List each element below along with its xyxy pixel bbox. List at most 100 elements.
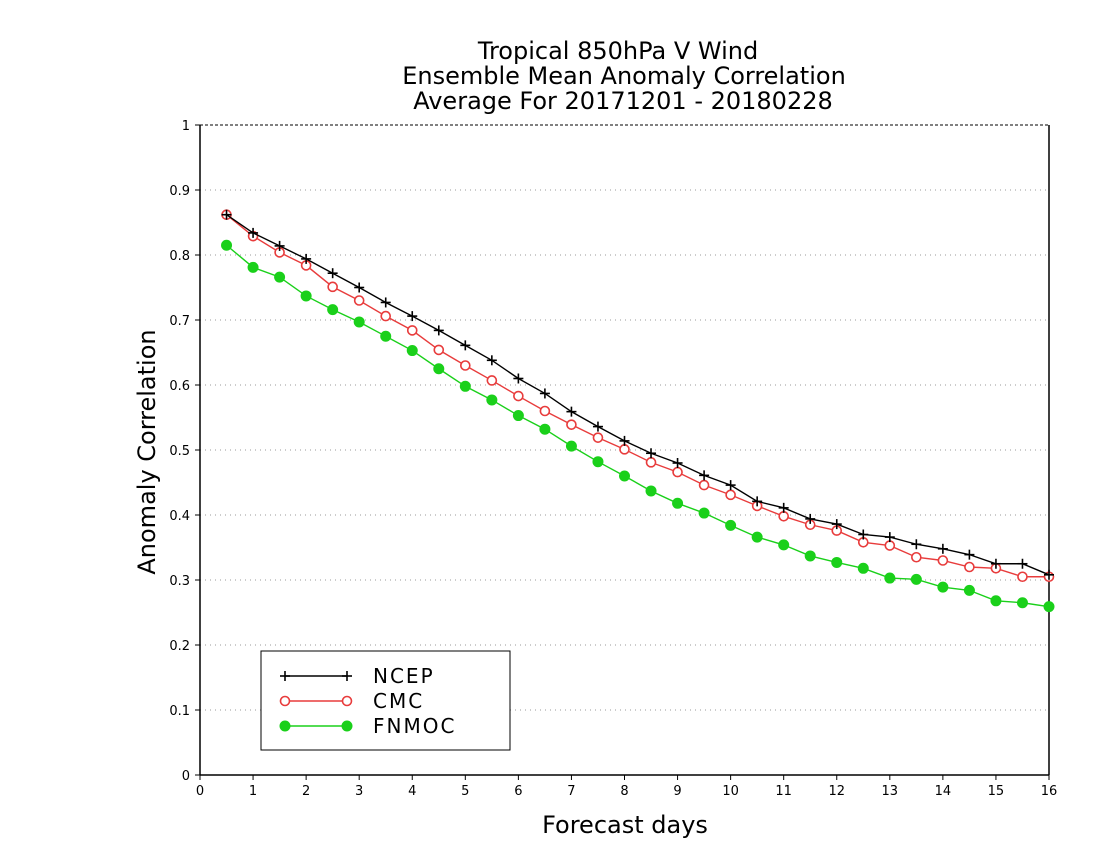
axes: 00.10.20.30.40.50.60.70.80.910 1 2 3 4 5 6 7 8 9 1… <box>169 119 1057 799</box>
x-tick-label-11: 11 <box>775 784 792 799</box>
y-tick-label-1: 1 <box>182 119 190 134</box>
legend-marker-right-fnmoc <box>341 720 353 732</box>
chart-title-line-2: Ensemble Mean Anomaly Correlation <box>402 62 846 90</box>
point-cmc-7 <box>406 325 418 336</box>
series-ncep <box>221 209 1054 580</box>
x-tick-label-16: 16 <box>1041 784 1058 799</box>
point-ncep-11 <box>513 373 524 384</box>
point-cmc-12 <box>539 405 551 417</box>
y-tick-label-0.4: 0.4 <box>169 509 190 524</box>
x-tick-label-9: 9 <box>673 784 681 799</box>
y-tick-label-0.7: 0.7 <box>169 314 190 329</box>
point-fnmoc-9 <box>459 380 471 392</box>
x-axis-title: Forecast days <box>542 811 708 839</box>
point-fnmoc-26 <box>910 573 922 585</box>
point-ncep-15 <box>619 435 630 446</box>
x-tick-label-13: 13 <box>882 784 899 799</box>
point-ncep-13 <box>566 406 577 417</box>
legend-label-fnmoc: FNMOC <box>373 714 456 738</box>
x-tick-label-5: 5 <box>461 784 469 799</box>
series-line-fnmoc <box>226 244 1050 608</box>
point-ncep-3 <box>301 253 312 264</box>
point-ncep-22 <box>805 513 816 524</box>
point-ncep-26 <box>911 539 922 550</box>
point-ncep-16 <box>646 448 657 459</box>
point-fnmoc-28 <box>963 584 975 596</box>
point-fnmoc-17 <box>672 497 684 509</box>
point-ncep-18 <box>699 470 710 481</box>
point-cmc-4 <box>327 281 338 293</box>
point-ncep-20 <box>752 496 763 507</box>
point-ncep-1 <box>248 227 259 238</box>
legend-marker-right-cmc <box>341 695 353 707</box>
x-tick-label-6: 6 <box>514 784 522 799</box>
legend-label-ncep: NCEP <box>373 664 435 688</box>
point-fnmoc-1 <box>247 261 259 273</box>
point-fnmoc-27 <box>937 581 949 593</box>
point-cmc-25 <box>884 540 896 551</box>
point-fnmoc-21 <box>778 539 790 551</box>
x-tick-label-0: 0 <box>196 784 204 799</box>
point-cmc-28 <box>964 561 975 573</box>
point-cmc-27 <box>937 555 949 566</box>
point-fnmoc-19 <box>725 519 737 531</box>
y-tick-label-0.2: 0.2 <box>169 639 190 654</box>
y-axis-title: Anomaly Correlation <box>133 329 161 574</box>
point-cmc-26 <box>911 551 922 563</box>
y-tick-label-0.6: 0.6 <box>169 379 190 394</box>
point-fnmoc-23 <box>831 556 843 568</box>
point-ncep-24 <box>858 529 869 540</box>
x-tick-label-4: 4 <box>408 784 416 799</box>
series-line-cmc <box>226 214 1049 578</box>
chart-title-line-3: Average For 20171201 - 20180228 <box>413 87 833 115</box>
point-ncep-14 <box>592 421 603 432</box>
point-fnmoc-25 <box>884 572 896 584</box>
legend-marker-right-ncep <box>342 671 352 681</box>
point-ncep-6 <box>380 297 391 308</box>
point-fnmoc-4 <box>327 304 339 316</box>
x-tick-label-2: 2 <box>302 784 310 799</box>
point-ncep-28 <box>964 549 975 560</box>
point-fnmoc-18 <box>698 507 710 519</box>
point-fnmoc-31 <box>1043 601 1055 613</box>
legend-marker-left-ncep <box>280 671 290 681</box>
point-fnmoc-14 <box>592 456 604 468</box>
point-cmc-10 <box>486 375 498 386</box>
point-ncep-30 <box>1017 558 1028 569</box>
point-ncep-0 <box>221 209 232 220</box>
point-cmc-19 <box>725 489 736 501</box>
point-fnmoc-11 <box>512 410 524 422</box>
x-tick-label-15: 15 <box>988 784 1005 799</box>
point-cmc-14 <box>592 432 604 443</box>
point-cmc-11 <box>513 390 524 402</box>
legend-label-cmc: CMC <box>373 689 424 713</box>
point-ncep-31 <box>1044 569 1054 580</box>
series-fnmoc <box>221 239 1055 613</box>
legend-marker-left-cmc <box>279 695 291 707</box>
chart-title-line-1: Tropical 850hPa V Wind <box>477 37 758 65</box>
point-cmc-15 <box>619 444 630 455</box>
legend-marker-left-fnmoc <box>279 720 291 732</box>
point-cmc-30 <box>1017 571 1028 583</box>
x-tick-label-1: 1 <box>249 784 257 799</box>
point-ncep-23 <box>831 519 842 530</box>
point-cmc-16 <box>645 457 657 468</box>
point-fnmoc-20 <box>751 531 763 543</box>
x-tick-label-8: 8 <box>620 784 628 799</box>
point-cmc-17 <box>672 466 683 478</box>
point-fnmoc-29 <box>990 595 1002 607</box>
series-cmc <box>221 209 1055 583</box>
legend-entry-ncep: NCEP <box>280 664 435 688</box>
point-ncep-19 <box>725 480 736 491</box>
y-tick-label-0.3: 0.3 <box>169 574 190 589</box>
point-cmc-21 <box>778 510 789 522</box>
point-fnmoc-3 <box>300 290 312 302</box>
point-ncep-8 <box>433 325 444 336</box>
y-tick-label-0.1: 0.1 <box>169 704 190 719</box>
point-fnmoc-5 <box>353 316 365 328</box>
point-fnmoc-30 <box>1016 597 1028 609</box>
x-tick-label-14: 14 <box>935 784 952 799</box>
x-tick-label-7: 7 <box>567 784 575 799</box>
legend-entry-fnmoc: FNMOC <box>279 714 456 738</box>
